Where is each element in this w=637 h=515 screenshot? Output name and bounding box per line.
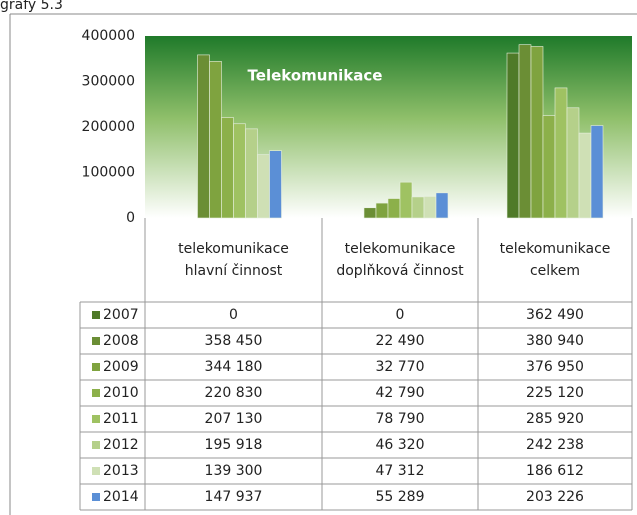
- data-label: 78 790: [376, 411, 425, 427]
- legend-label: 2009: [103, 359, 139, 375]
- data-label: 358 450: [205, 333, 263, 349]
- legend-label: 2014: [103, 489, 139, 505]
- bar: [399, 181, 413, 219]
- data-label: 46 320: [376, 437, 425, 453]
- legend-label: 2012: [103, 437, 139, 453]
- data-label: 362 490: [526, 307, 584, 323]
- data-label: 195 918: [205, 437, 263, 453]
- data-label: 344 180: [205, 359, 263, 375]
- bar: [518, 44, 532, 219]
- bar: [221, 117, 234, 219]
- legend-label: 2007: [103, 307, 139, 323]
- data-label: 285 920: [526, 411, 584, 427]
- data-label: 0: [229, 307, 238, 323]
- y-tick-label: 400000: [82, 28, 135, 44]
- chart-title: Telekomunikace: [248, 67, 383, 85]
- bar: [245, 128, 258, 219]
- data-label: 186 612: [526, 463, 584, 479]
- data-label: 220 830: [205, 385, 263, 401]
- bar: [411, 196, 425, 219]
- legend-swatch: [92, 467, 100, 475]
- data-label: 147 937: [205, 489, 263, 505]
- legend-label: 2010: [103, 385, 139, 401]
- x-tick-label: telekomunikace hlavní činnost: [178, 241, 289, 279]
- data-label: 139 300: [205, 463, 263, 479]
- legend-label: 2011: [103, 411, 139, 427]
- legend-swatch: [92, 311, 100, 319]
- bar: [375, 202, 389, 219]
- data-label: 380 940: [526, 333, 584, 349]
- bar: [197, 54, 210, 219]
- data-label: 376 950: [526, 359, 584, 375]
- data-label: 225 120: [526, 385, 584, 401]
- y-tick-label: 200000: [82, 119, 135, 135]
- data-label: 42 790: [376, 385, 425, 401]
- data-label: 207 130: [205, 411, 263, 427]
- legend-swatch: [92, 441, 100, 449]
- legend-swatch: [92, 389, 100, 397]
- data-label: 0: [396, 307, 405, 323]
- legend-swatch: [92, 415, 100, 423]
- y-tick-label: 0: [126, 210, 135, 226]
- data-label: 32 770: [376, 359, 425, 375]
- data-label: 242 238: [526, 437, 584, 453]
- legend-label: 2013: [103, 463, 139, 479]
- x-tick-label: telekomunikace celkem: [499, 241, 611, 279]
- bar: [233, 123, 246, 219]
- bar: [257, 154, 270, 219]
- bar: [269, 150, 282, 219]
- legend-swatch: [92, 337, 100, 345]
- data-label: 55 289: [376, 489, 425, 505]
- bar: [530, 46, 544, 219]
- y-tick-label: 100000: [82, 165, 135, 181]
- x-tick-label: telekomunikace doplňková činnost: [336, 241, 464, 279]
- bar: [590, 125, 604, 219]
- legend-swatch: [92, 493, 100, 501]
- bar: [554, 87, 568, 219]
- bar: [566, 107, 580, 219]
- bar: [209, 61, 222, 219]
- bar: [506, 52, 520, 219]
- bar: [542, 115, 556, 219]
- bar: [578, 132, 592, 219]
- y-tick-label: 300000: [82, 74, 135, 90]
- legend-swatch: [92, 363, 100, 371]
- bar: [423, 196, 437, 219]
- bar: [387, 198, 401, 219]
- data-label: 47 312: [376, 463, 425, 479]
- legend-label: 2008: [103, 333, 139, 349]
- caption: grafy 5.3: [0, 0, 63, 13]
- data-label: 203 226: [526, 489, 584, 505]
- bar: [363, 207, 377, 219]
- data-label: 22 490: [376, 333, 425, 349]
- bar: [435, 192, 449, 219]
